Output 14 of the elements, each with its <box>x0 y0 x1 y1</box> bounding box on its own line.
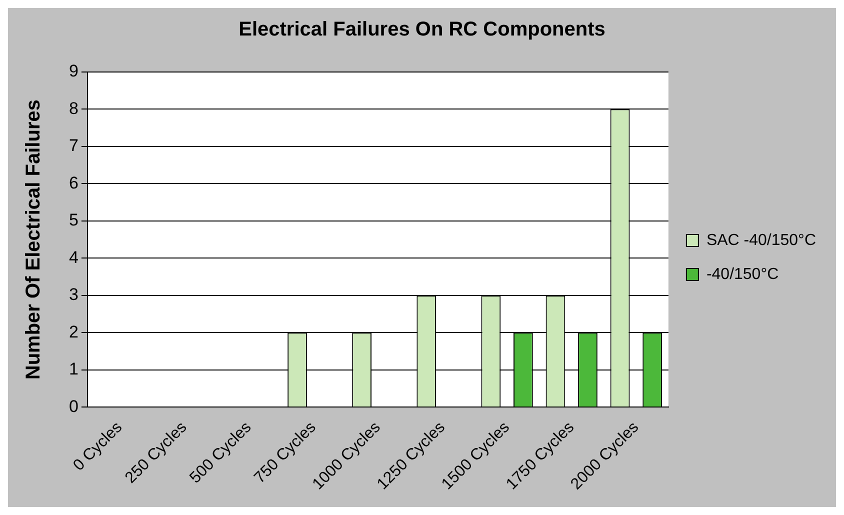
y-tick-label: 6 <box>68 173 78 192</box>
y-tick-label: 2 <box>68 322 78 342</box>
y-tick-label: 0 <box>68 396 78 416</box>
chart-title: Electrical Failures On RC Components <box>238 18 606 41</box>
y-tick-label: 7 <box>68 136 78 156</box>
y-tick-label: 1 <box>68 360 78 379</box>
y-tick-label: 8 <box>68 98 78 118</box>
legend-label: SAC -40/150°C <box>706 232 816 249</box>
y-axis-title: Number Of Electrical Failures <box>22 100 45 380</box>
y-tick-label: 4 <box>68 248 78 267</box>
y-tick-label: 3 <box>68 285 78 304</box>
y-tick-label: 9 <box>68 62 78 81</box>
y-tick-label: 5 <box>68 210 78 230</box>
legend-label: -40/150°C <box>706 266 779 283</box>
